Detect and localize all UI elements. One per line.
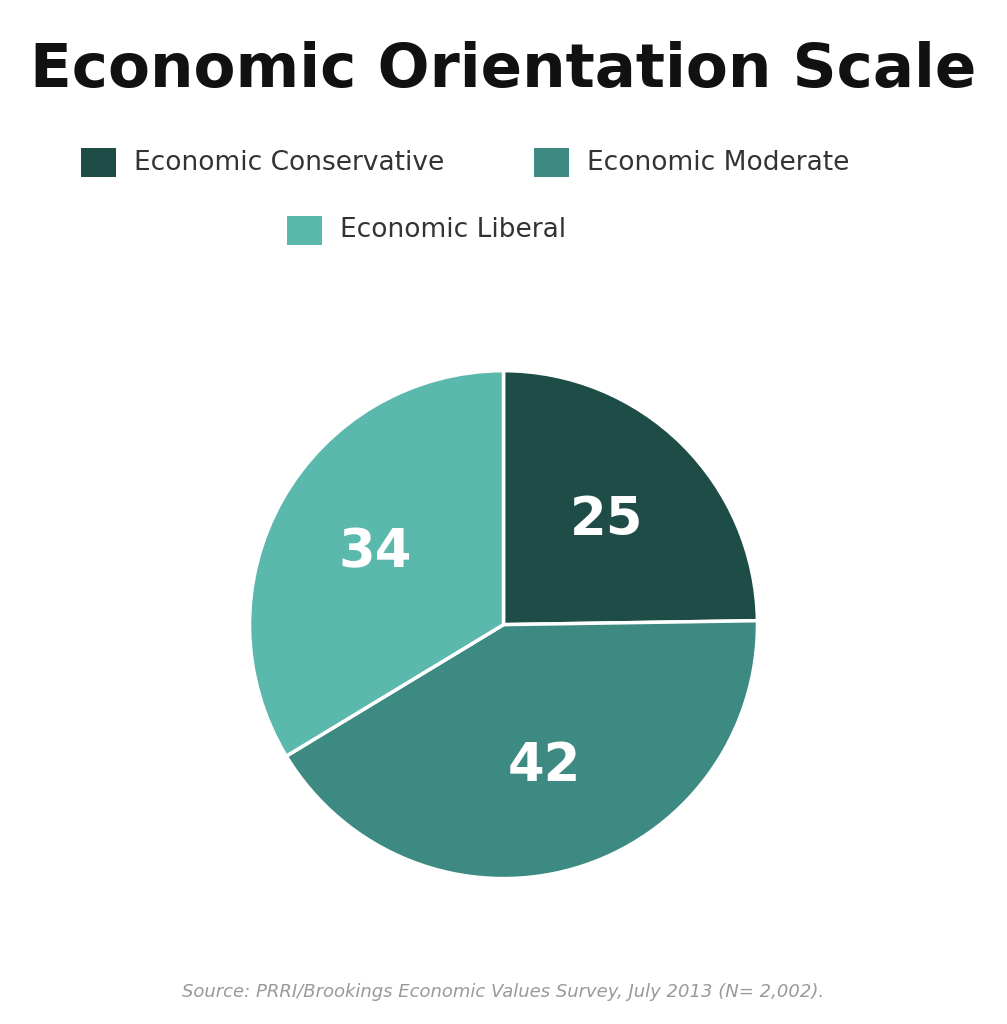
Wedge shape (286, 621, 757, 879)
Text: 34: 34 (338, 526, 412, 579)
Wedge shape (250, 371, 504, 756)
Wedge shape (504, 371, 757, 625)
Text: 42: 42 (508, 740, 581, 793)
Text: 25: 25 (570, 494, 643, 546)
Text: Source: PRRI/Brookings Economic Values Survey, July 2013 (N= 2,002).: Source: PRRI/Brookings Economic Values S… (182, 983, 825, 1001)
Text: Economic Liberal: Economic Liberal (340, 217, 567, 244)
Text: Economic Moderate: Economic Moderate (587, 150, 850, 176)
Text: Economic Orientation Scale: Economic Orientation Scale (30, 41, 977, 100)
Text: Economic Conservative: Economic Conservative (134, 150, 444, 176)
